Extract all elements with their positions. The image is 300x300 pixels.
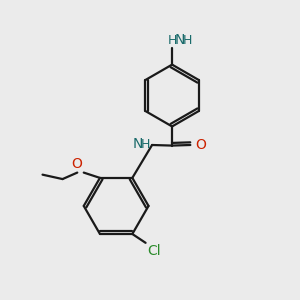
- Text: N: N: [175, 33, 185, 47]
- Text: H: H: [167, 34, 177, 47]
- Text: O: O: [71, 157, 82, 171]
- Text: H: H: [141, 138, 151, 151]
- Text: Cl: Cl: [147, 244, 161, 258]
- Text: N: N: [132, 137, 142, 152]
- Text: H: H: [183, 34, 192, 47]
- Text: O: O: [195, 138, 206, 152]
